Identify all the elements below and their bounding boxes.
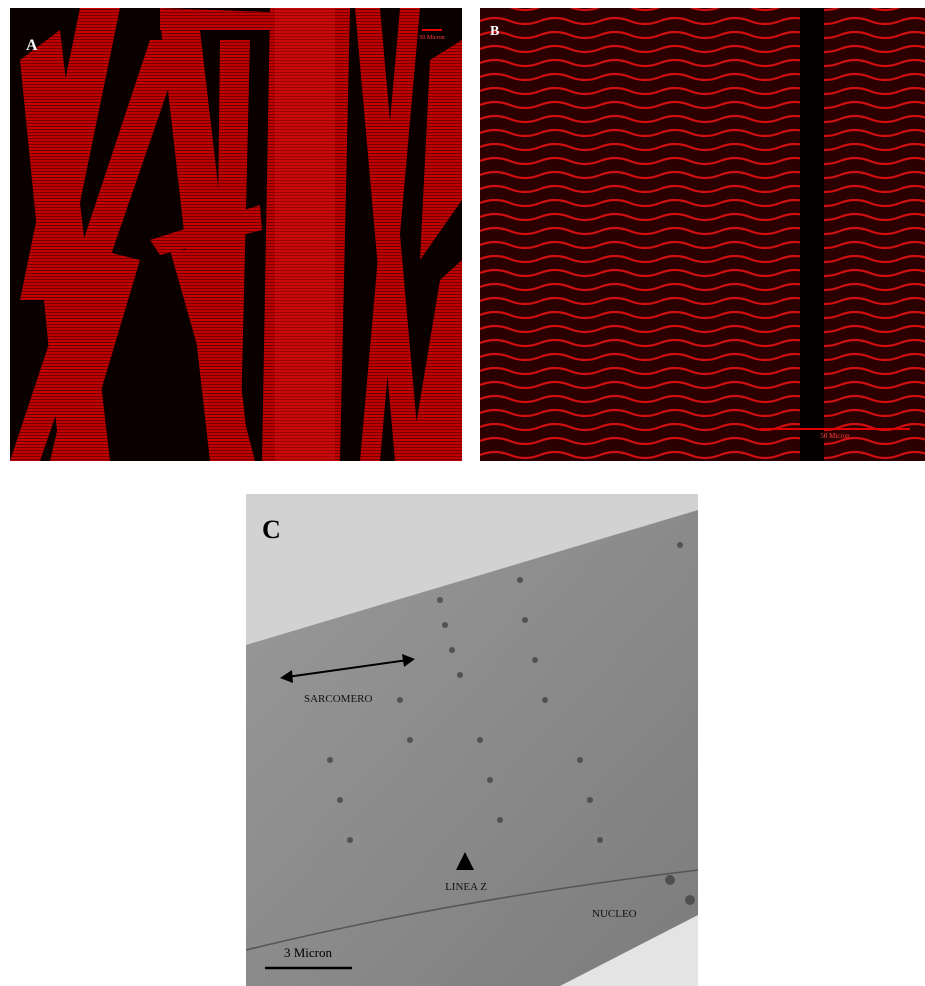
scale-bar-label: 50 Micron (419, 35, 444, 41)
scale-bar-label: 50 Micron (820, 432, 850, 440)
scale-bar-label: 3 Micron (284, 945, 333, 960)
panel-label: C (262, 515, 281, 544)
panel-b-image (480, 8, 925, 461)
annotation: NUCLEO (592, 908, 637, 920)
figure: A 50 Micron B 50 Micron C SARCOMERO LINE… (0, 0, 925, 986)
panel-label: B (490, 24, 499, 39)
annotation: LINEA Z (445, 881, 487, 893)
annotation: SARCOMERO (304, 693, 373, 705)
panel-a-image (10, 8, 462, 461)
panel-label: A (26, 37, 38, 54)
